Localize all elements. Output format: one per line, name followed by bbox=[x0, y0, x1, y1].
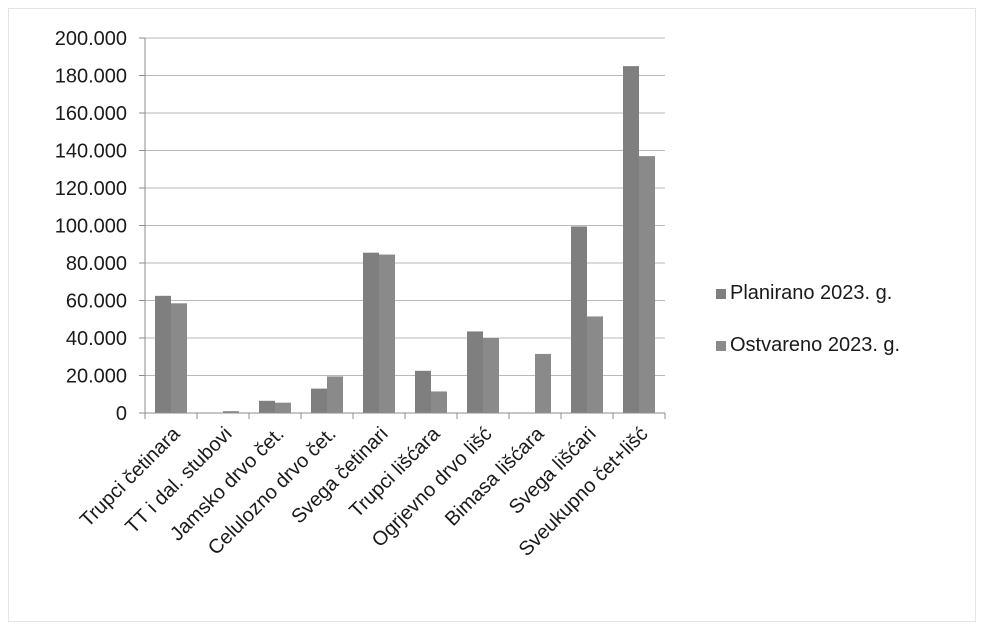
bar-ostvareno bbox=[639, 156, 655, 413]
x-category-label: Trupci lišćara bbox=[345, 422, 445, 522]
bar-ostvareno bbox=[379, 254, 395, 413]
bar-planirano bbox=[259, 400, 275, 413]
y-tick-labels: 0 20.000 40.000 60.000 80.000 100.000 120.000 1… bbox=[55, 28, 127, 425]
legend-swatch-ostvareno bbox=[716, 341, 726, 351]
bar-planirano bbox=[623, 66, 639, 413]
legend: Planirano 2023. g. Ostvareno 2023. g. bbox=[716, 282, 900, 356]
y-tick-label: 120.000 bbox=[55, 178, 127, 200]
bar-ostvareno bbox=[483, 338, 499, 413]
y-tick-label: 20.000 bbox=[66, 366, 127, 388]
y-tick-label: 40.000 bbox=[66, 328, 127, 350]
axis-layer bbox=[144, 38, 665, 414]
bar-ostvareno bbox=[431, 391, 447, 413]
y-tick-label: 80.000 bbox=[66, 253, 127, 275]
y-tick-label: 60.000 bbox=[66, 291, 127, 313]
legend-label-planirano: Planirano 2023. g. bbox=[730, 282, 892, 304]
bar-planirano bbox=[311, 388, 327, 413]
y-tick-label: 100.000 bbox=[55, 216, 127, 238]
y-tick-label: 200.000 bbox=[55, 28, 127, 50]
bar-ostvareno bbox=[535, 353, 551, 413]
bar-ostvareno bbox=[327, 376, 343, 413]
legend-swatch-planirano bbox=[716, 289, 726, 299]
bar-ostvareno bbox=[171, 303, 187, 413]
y-tick-label: 140.000 bbox=[55, 141, 127, 163]
bar-ostvareno bbox=[275, 402, 291, 413]
bar-planirano bbox=[467, 331, 483, 413]
bar-planirano bbox=[155, 295, 171, 413]
bar-planirano bbox=[415, 370, 431, 413]
y-tick-label: 180.000 bbox=[55, 66, 127, 88]
bar-ostvareno bbox=[223, 411, 239, 413]
bars-layer bbox=[155, 66, 655, 413]
y-tick-label: 160.000 bbox=[55, 103, 127, 125]
bar-planirano bbox=[363, 252, 379, 413]
y-tick-label: 0 bbox=[116, 403, 127, 425]
bar-planirano bbox=[571, 226, 587, 413]
bar-ostvareno bbox=[587, 316, 603, 413]
legend-label-ostvareno: Ostvareno 2023. g. bbox=[730, 334, 900, 356]
